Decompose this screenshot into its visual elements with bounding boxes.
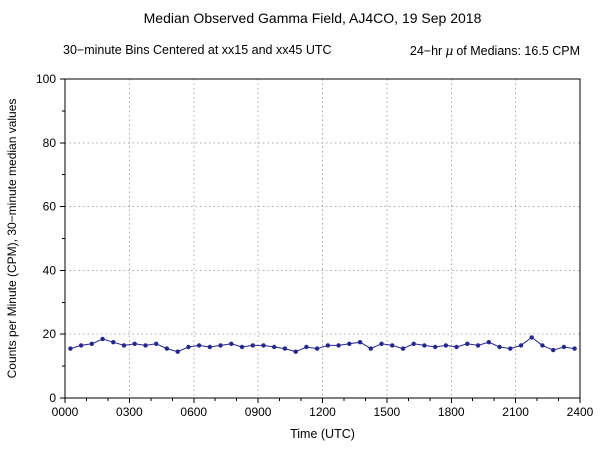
y-tick-label: 20 [43,327,57,341]
data-point [175,349,180,354]
y-tick-label: 40 [43,263,57,277]
data-point [154,341,159,346]
x-tick-label: 0000 [52,405,79,419]
data-point [400,346,406,351]
data-point [229,341,234,346]
data-point [196,343,202,348]
data-point [207,344,212,350]
mean-suffix: of Medians: 16.5 CPM [456,44,580,58]
data-point [347,341,352,346]
x-tick-label: 0600 [180,405,207,419]
data-point [218,343,223,348]
data-point [68,346,73,351]
data-point [508,346,513,351]
data-point [111,340,116,345]
data-point [357,340,363,345]
y-axis-label: Counts per Minute (CPM), 30−minute media… [5,99,19,379]
data-point [390,343,395,348]
x-tick-label: 2100 [502,405,529,419]
data-point [368,346,373,351]
data-point [433,344,438,350]
data-point [250,343,255,348]
chart-title: Median Observed Gamma Field, AJ4CO, 19 S… [143,10,482,26]
data-point [443,343,449,348]
x-tick-label: 1200 [309,405,336,419]
data-point [314,346,320,351]
data-point [422,343,427,348]
y-tick-label: 100 [36,72,56,86]
data-point [239,344,245,350]
data-point [89,341,95,346]
subtitle-bins-text: 30−minute Bins Centered at xx15 and xx45… [63,43,332,57]
mu-symbol: μ [445,43,454,58]
x-tick-label: 2400 [567,405,594,419]
data-point [518,343,524,348]
data-point [186,344,191,350]
data-point [561,344,567,350]
data-point [272,344,277,350]
data-point [293,349,298,354]
data-point [572,346,577,351]
chart-subtitle: 30−minute Bins Centered at xx15 and xx45… [63,43,580,58]
x-tick-label: 0300 [116,405,143,419]
data-point [325,343,331,348]
mean-prefix: 24−hr [409,44,443,58]
x-tick-label: 0900 [245,405,272,419]
data-point [261,343,266,348]
data-point [164,346,170,351]
data-point [540,343,545,348]
data-point [497,344,502,350]
data-point [529,335,534,340]
y-tick-label: 0 [49,391,56,405]
data-point [411,341,416,346]
data-point [282,346,288,351]
data-point [486,340,491,345]
y-tick-label: 60 [43,200,57,214]
data-point [121,343,127,348]
data-point [304,344,309,350]
data-point [143,343,148,348]
data-point [336,343,341,348]
x-tick-label: 1800 [438,405,465,419]
data-point [465,341,470,346]
y-tick-label: 80 [43,136,57,150]
data-point [100,336,105,342]
subtitle-mean-text: 24−hr μ of Medians: 16.5 CPM [410,43,580,58]
data-point [475,343,481,348]
data-point [132,341,137,346]
data-point [454,344,459,350]
x-tick-label: 1500 [374,405,401,419]
x-axis-label: Time (UTC) [290,427,355,441]
data-point [551,347,556,353]
data-point [78,343,84,348]
data-point [379,341,384,346]
